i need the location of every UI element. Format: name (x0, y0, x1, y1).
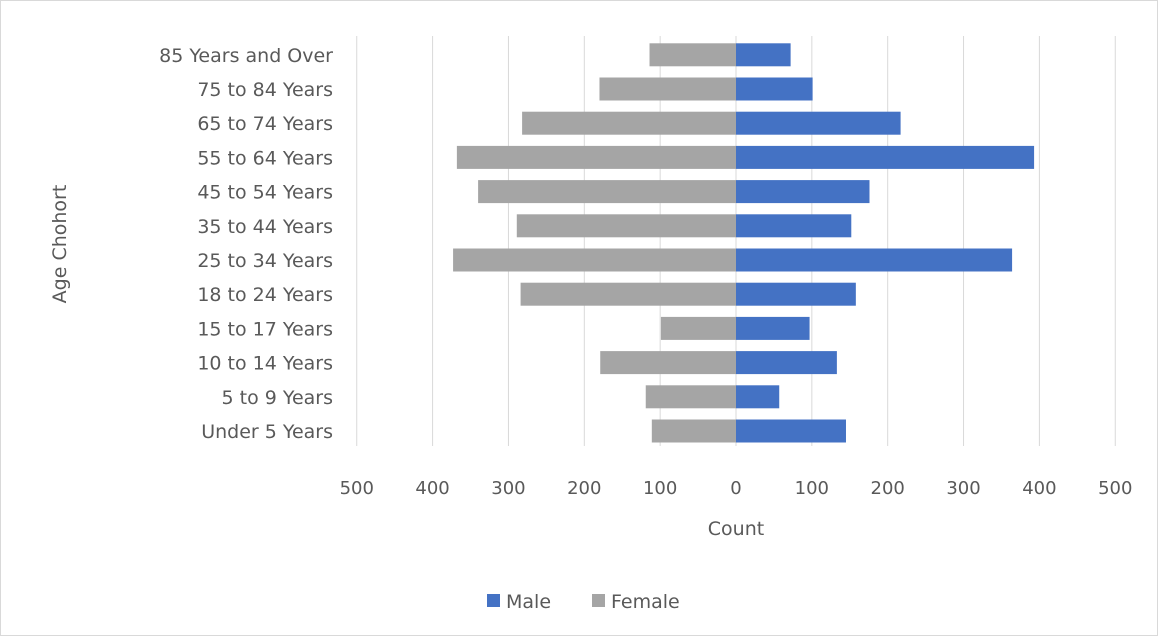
x-tick-label: 400 (1022, 478, 1056, 499)
bar-female (649, 43, 736, 67)
legend-label-female: Female (611, 591, 680, 613)
bar-male (736, 77, 813, 101)
bar-male (736, 145, 1035, 169)
bar-female (456, 145, 736, 169)
bar-female (645, 385, 736, 409)
bar-female (660, 316, 736, 340)
bar-female (478, 180, 736, 204)
x-tick-label: 100 (795, 478, 829, 499)
legend-label-male: Male (506, 591, 551, 613)
x-tick-label: 500 (340, 478, 374, 499)
bar-male (736, 180, 870, 204)
category-label: 55 to 64 Years (197, 147, 333, 169)
x-tick-label: 200 (567, 478, 601, 499)
category-label: 85 Years and Over (159, 45, 333, 67)
x-tick-label: 200 (871, 478, 905, 499)
x-tick-label: 400 (415, 478, 449, 499)
legend: Male Female (487, 591, 680, 613)
category-labels: Under 5 Years 5 to 9 Years 10 to 14 Years 1… (159, 45, 333, 443)
bar-male (736, 419, 846, 443)
category-label: 10 to 14 Years (197, 353, 333, 375)
category-label: 75 to 84 Years (197, 79, 333, 101)
bars (453, 43, 1035, 443)
x-tick-labels: 500 400 300 200 100 0 100 200 300 400 500 (340, 478, 1133, 499)
category-label: 25 to 34 Years (197, 250, 333, 272)
bar-male (736, 111, 901, 135)
category-label: 18 to 24 Years (197, 284, 333, 306)
bar-male (736, 248, 1013, 272)
bar-female (522, 111, 736, 135)
y-axis-title: Age Chohort (49, 185, 71, 304)
x-tick-label: 300 (491, 478, 525, 499)
bar-male (736, 351, 837, 375)
bar-male (736, 385, 780, 409)
x-tick-label: 300 (946, 478, 980, 499)
bar-female (599, 77, 736, 101)
category-label: Under 5 Years (201, 421, 333, 443)
bar-female (651, 419, 736, 443)
gridlines (356, 36, 1116, 446)
legend-swatch-female (592, 594, 605, 607)
legend-swatch-male (487, 594, 500, 607)
x-tick-label: 0 (730, 478, 741, 499)
x-axis-title: Count (708, 518, 764, 540)
bar-male (736, 282, 856, 306)
bar-female (516, 214, 736, 238)
bar-female (453, 248, 736, 272)
bar-male (736, 214, 852, 238)
category-label: 5 to 9 Years (222, 387, 334, 409)
bar-female (600, 351, 736, 375)
bar-male (736, 43, 791, 67)
bar-female (520, 282, 736, 306)
category-label: 65 to 74 Years (197, 113, 333, 135)
x-tick-label: 500 (1098, 478, 1132, 499)
category-label: 45 to 54 Years (197, 182, 333, 204)
x-tick-label: 100 (643, 478, 677, 499)
category-label: 15 to 17 Years (197, 318, 333, 340)
bar-male (736, 316, 810, 340)
category-label: 35 to 44 Years (197, 216, 333, 238)
